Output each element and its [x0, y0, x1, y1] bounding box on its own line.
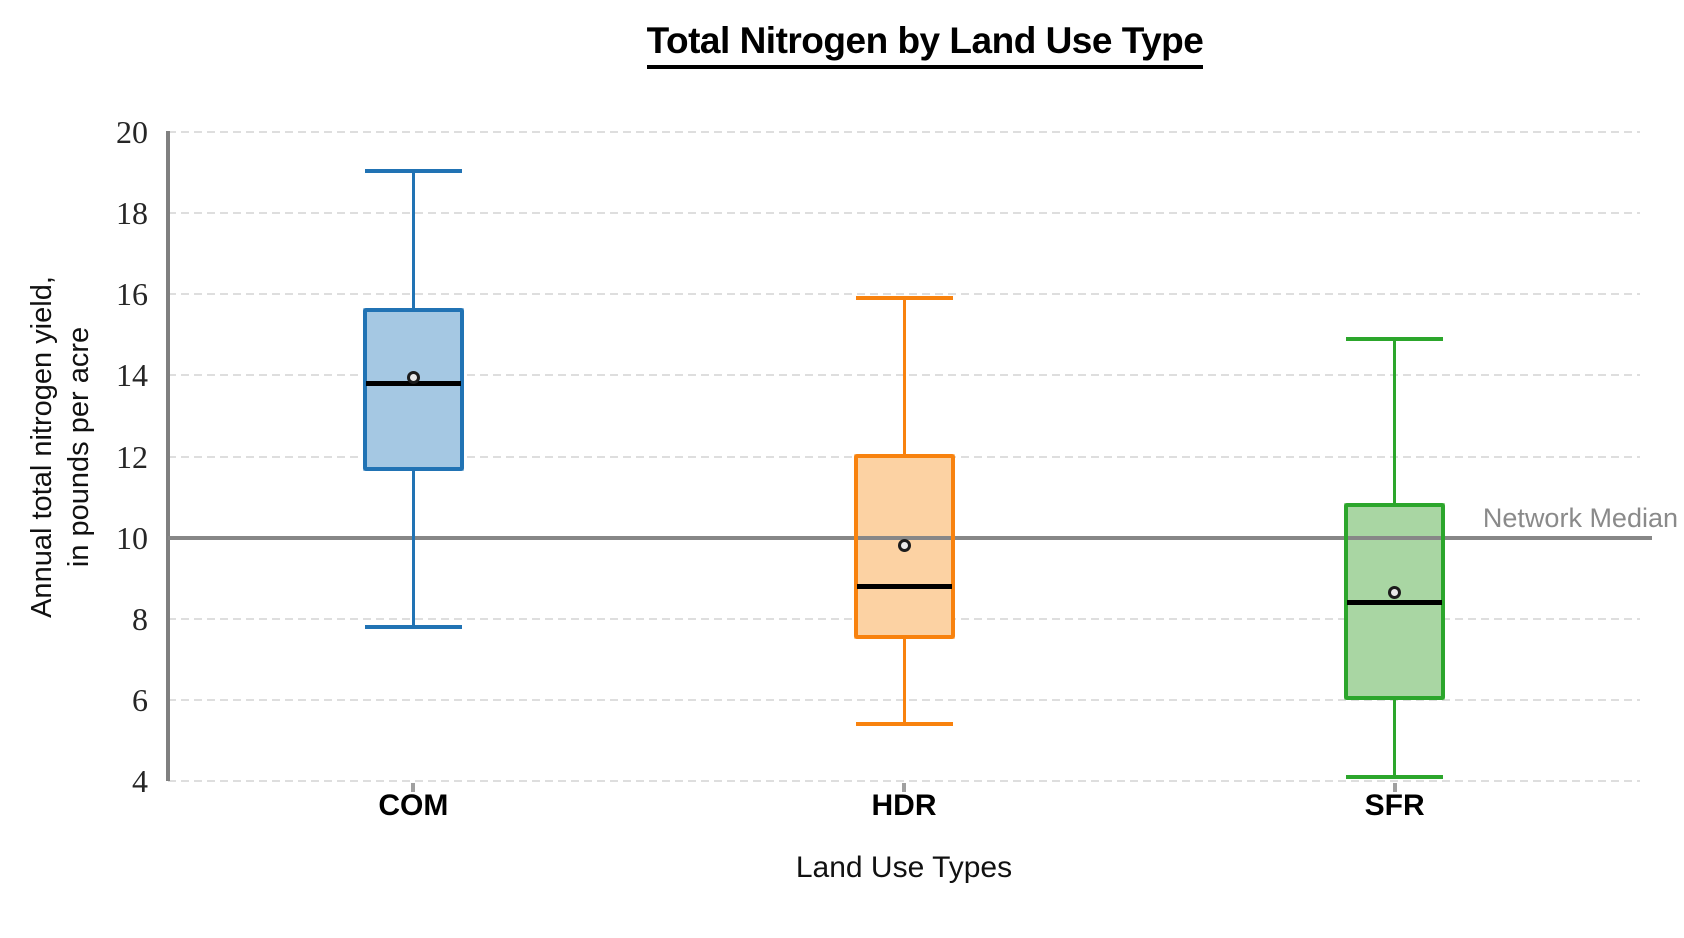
y-tick-label-8: 8 [132, 600, 148, 637]
median-line-sfr [1347, 600, 1443, 606]
box-sfr [1344, 503, 1446, 700]
whisker-lower-hdr [902, 639, 906, 725]
x-tick-label-com: COM [378, 789, 449, 822]
x-tick-label-hdr: HDR [871, 789, 937, 822]
box-fill-com [362, 308, 464, 471]
whisker-upper-sfr [1393, 338, 1397, 504]
median-line-hdr [856, 583, 952, 589]
y-tick-label-18: 18 [116, 195, 148, 232]
x-tick-hdr [902, 783, 906, 792]
whisker-cap-top-com [364, 168, 462, 173]
mean-marker-com [406, 370, 420, 384]
box-com [362, 308, 464, 471]
title-container: Total Nitrogen by Land Use Type [168, 20, 1682, 69]
whisker-upper-hdr [902, 298, 906, 455]
y-axis-title: Annual total nitrogen yield, in pounds p… [24, 167, 100, 727]
x-tick-label-sfr: SFR [1364, 789, 1425, 822]
network-median-line [168, 535, 1652, 540]
box-hdr [853, 454, 955, 640]
gridline-y-16 [168, 293, 1640, 296]
whisker-cap-bottom-sfr [1346, 774, 1444, 779]
y-tick-label-14: 14 [116, 357, 148, 394]
y-axis-line [166, 131, 170, 781]
y-tick-label-12: 12 [116, 438, 148, 475]
mean-marker-sfr [1388, 585, 1402, 599]
y-axis-title-line1: Annual total nitrogen yield, [26, 276, 58, 618]
chart-title: Total Nitrogen by Land Use Type [646, 20, 1204, 69]
whisker-lower-com [411, 470, 415, 627]
y-tick-label-6: 6 [132, 681, 148, 718]
whisker-lower-sfr [1393, 699, 1397, 777]
x-axis-title: Land Use Types [795, 851, 1013, 884]
x-tick-com [411, 783, 416, 792]
mean-marker-hdr [897, 539, 911, 553]
whisker-cap-bottom-hdr [855, 722, 953, 727]
whisker-cap-bottom-com [364, 624, 462, 629]
whisker-cap-top-hdr [855, 296, 953, 301]
whisker-upper-com [411, 170, 415, 309]
gridline-y-20 [168, 131, 1640, 133]
network-median-label: Network Median [1482, 503, 1678, 533]
y-tick-label-4: 4 [132, 763, 148, 799]
y-tick-label-16: 16 [116, 276, 148, 313]
whisker-cap-top-sfr [1346, 336, 1444, 341]
y-tick-label-20: 20 [116, 114, 148, 150]
x-tick-sfr [1392, 783, 1397, 792]
gridline-y-4 [168, 780, 1640, 782]
gridline-y-18 [168, 212, 1640, 215]
y-tick-label-10: 10 [116, 519, 148, 556]
y-axis-title-line2: in pounds per acre [63, 326, 95, 568]
